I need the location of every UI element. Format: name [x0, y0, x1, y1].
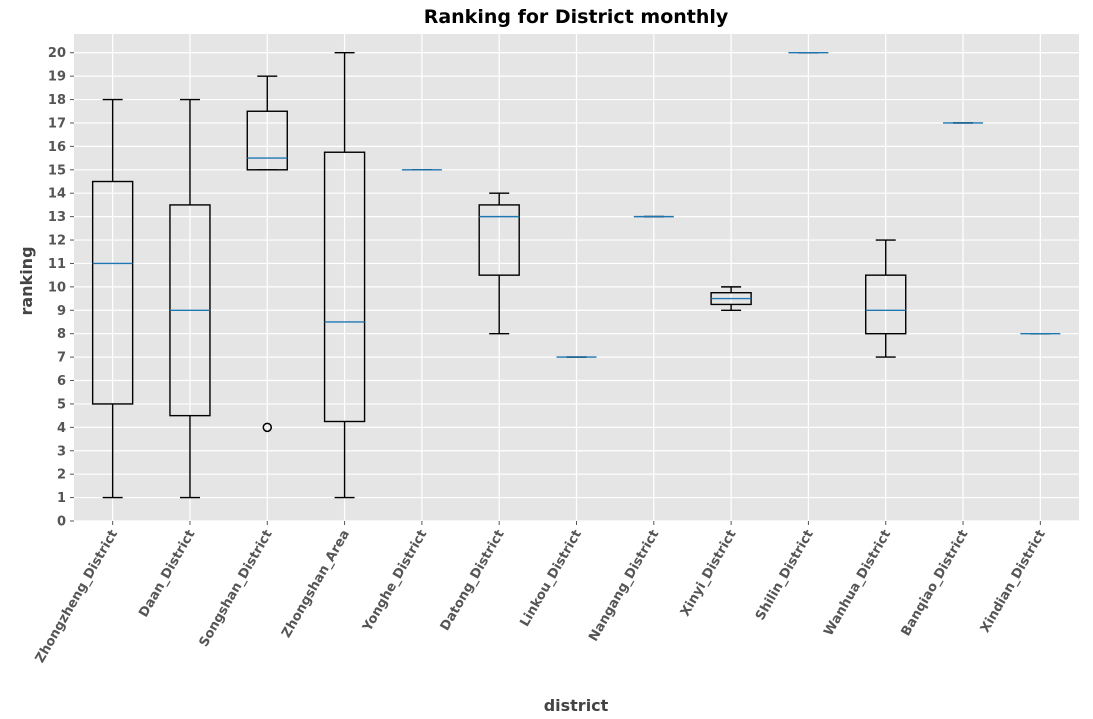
- x-tick-label: Banqiao_District: [899, 528, 972, 639]
- x-tick-label: Linkou_District: [517, 528, 584, 630]
- y-tick-label: 15: [48, 163, 66, 178]
- y-tick-label: 17: [48, 116, 66, 131]
- x-tick-label: Yonghe_District: [360, 528, 431, 635]
- x-tick-label: Datong_District: [438, 528, 508, 634]
- y-tick-label: 8: [57, 327, 66, 342]
- chart-title: Ranking for District monthly: [424, 6, 729, 28]
- box-Zhongzheng_District: [91, 98, 134, 499]
- y-tick-label: 16: [48, 140, 66, 155]
- y-tick-label: 2: [57, 468, 66, 483]
- y-tick-label: 19: [48, 70, 66, 85]
- x-axis-ticks: Zhongzheng_District Daan_DistrictSongshan…: [33, 521, 1049, 666]
- x-tick-label: Shilin_District: [753, 528, 817, 624]
- y-tick-label: 4: [57, 421, 66, 436]
- y-tick-label: 10: [48, 280, 66, 295]
- y-tick-label: 7: [57, 351, 66, 366]
- y-tick-label: 11: [48, 257, 66, 272]
- box-iqr: [91, 180, 134, 405]
- y-tick-label: 20: [48, 46, 66, 61]
- box-Zhongshan_Area: [323, 52, 366, 499]
- y-tick-label: 9: [57, 304, 66, 319]
- y-tick-label: 12: [48, 234, 66, 249]
- y-tick-label: 0: [57, 515, 66, 530]
- x-tick-label: Songshan_District: [197, 528, 276, 650]
- x-tick-label: Wanhua_District: [821, 528, 894, 639]
- y-tick-label: 1: [57, 491, 66, 506]
- box-iqr: [323, 151, 366, 423]
- y-axis-label: ranking: [17, 246, 36, 315]
- box-iqr: [865, 274, 907, 335]
- box-iqr: [478, 204, 520, 276]
- box-Daan_District: [169, 98, 211, 499]
- box-Datong_District: [478, 192, 520, 335]
- x-tick-label: Daan_District: [136, 528, 198, 620]
- y-tick-label: 6: [57, 374, 66, 389]
- x-tick-label: Nangang_District: [586, 528, 662, 645]
- y-tick-label: 5: [57, 397, 66, 412]
- box-iqr: [246, 110, 288, 171]
- x-tick-label: Xinyi_District: [678, 528, 740, 620]
- y-tick-label: 3: [57, 444, 66, 459]
- y-tick-label: 13: [48, 210, 66, 225]
- y-tick-label: 18: [48, 93, 66, 108]
- boxes: [91, 52, 1061, 499]
- box-Wanhua_District: [865, 239, 907, 358]
- box-Xinyi_District: [710, 286, 752, 311]
- x-tick-label: Zhongshan_Area: [279, 528, 353, 641]
- outlier-point: [262, 422, 273, 433]
- grid: [74, 34, 1079, 522]
- box-Songshan_District: [246, 75, 288, 433]
- x-axis-label: district: [544, 696, 609, 715]
- x-tick-label: Zhongzheng_District: [33, 528, 121, 666]
- y-tick-label: 14: [48, 187, 66, 202]
- x-tick-label: Xindian_District: [978, 528, 1049, 636]
